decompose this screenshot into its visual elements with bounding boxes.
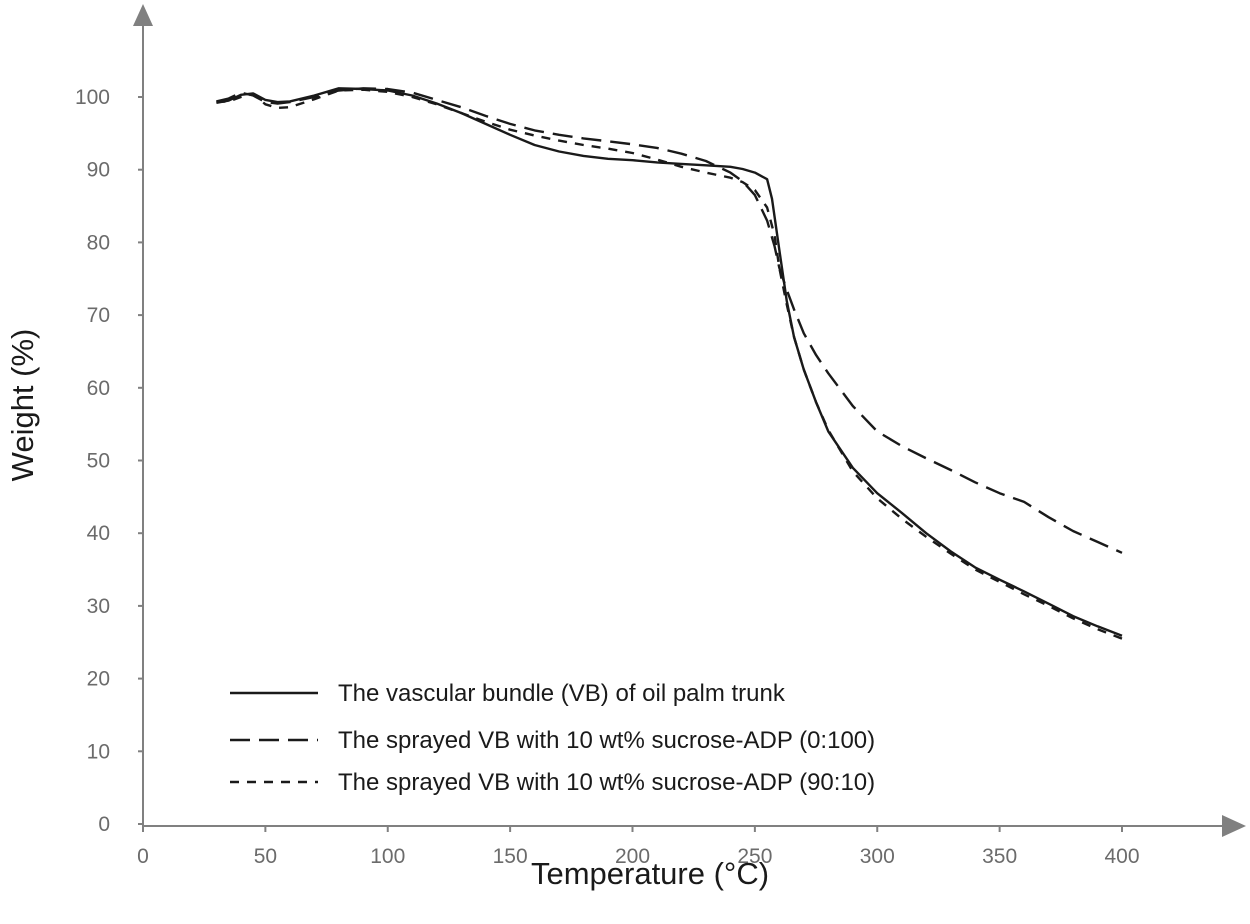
y-ticks: 0 10 20 30 40 50 60 70 80 90 100 <box>75 86 143 836</box>
x-tick-label: 250 <box>737 845 772 868</box>
legend-label-0: The vascular bundle (VB) of oil palm tru… <box>338 680 786 707</box>
legend-label-1: The sprayed VB with 10 wt% sucrose-ADP (… <box>338 727 875 754</box>
x-tick-label: 400 <box>1104 845 1139 868</box>
series-lines <box>216 87 1123 640</box>
x-ticks: 0 50 100 150 200 250 300 350 400 <box>137 826 1140 868</box>
x-axis-title: Temperature (°C) <box>531 856 769 891</box>
y-tick-label: 80 <box>87 231 110 254</box>
y-axis-arrow-icon <box>133 4 153 26</box>
series-line-0 <box>216 87 1123 637</box>
x-tick-label: 300 <box>860 845 895 868</box>
y-axis-title: Weight (%) <box>5 329 40 482</box>
x-tick-label: 0 <box>137 845 149 868</box>
series-line-1 <box>216 87 1123 554</box>
y-tick-label: 10 <box>87 740 110 763</box>
y-tick-label: 70 <box>87 304 110 327</box>
y-tick-label: 100 <box>75 86 110 109</box>
y-tick-label: 0 <box>98 813 110 836</box>
legend: The vascular bundle (VB) of oil palm tru… <box>230 680 875 796</box>
x-tick-label: 200 <box>615 845 650 868</box>
x-axis-arrow-icon <box>1222 815 1246 837</box>
y-tick-label: 20 <box>87 668 110 691</box>
x-tick-label: 100 <box>370 845 405 868</box>
y-tick-label: 60 <box>87 377 110 400</box>
legend-label-2: The sprayed VB with 10 wt% sucrose-ADP (… <box>338 769 875 796</box>
y-tick-label: 90 <box>87 159 110 182</box>
x-tick-label: 350 <box>982 845 1017 868</box>
x-tick-label: 150 <box>493 845 528 868</box>
x-tick-label: 50 <box>254 845 277 868</box>
y-tick-label: 50 <box>87 450 110 473</box>
y-tick-label: 30 <box>87 595 110 618</box>
y-tick-label: 40 <box>87 522 110 545</box>
series-line-2 <box>216 88 1123 640</box>
